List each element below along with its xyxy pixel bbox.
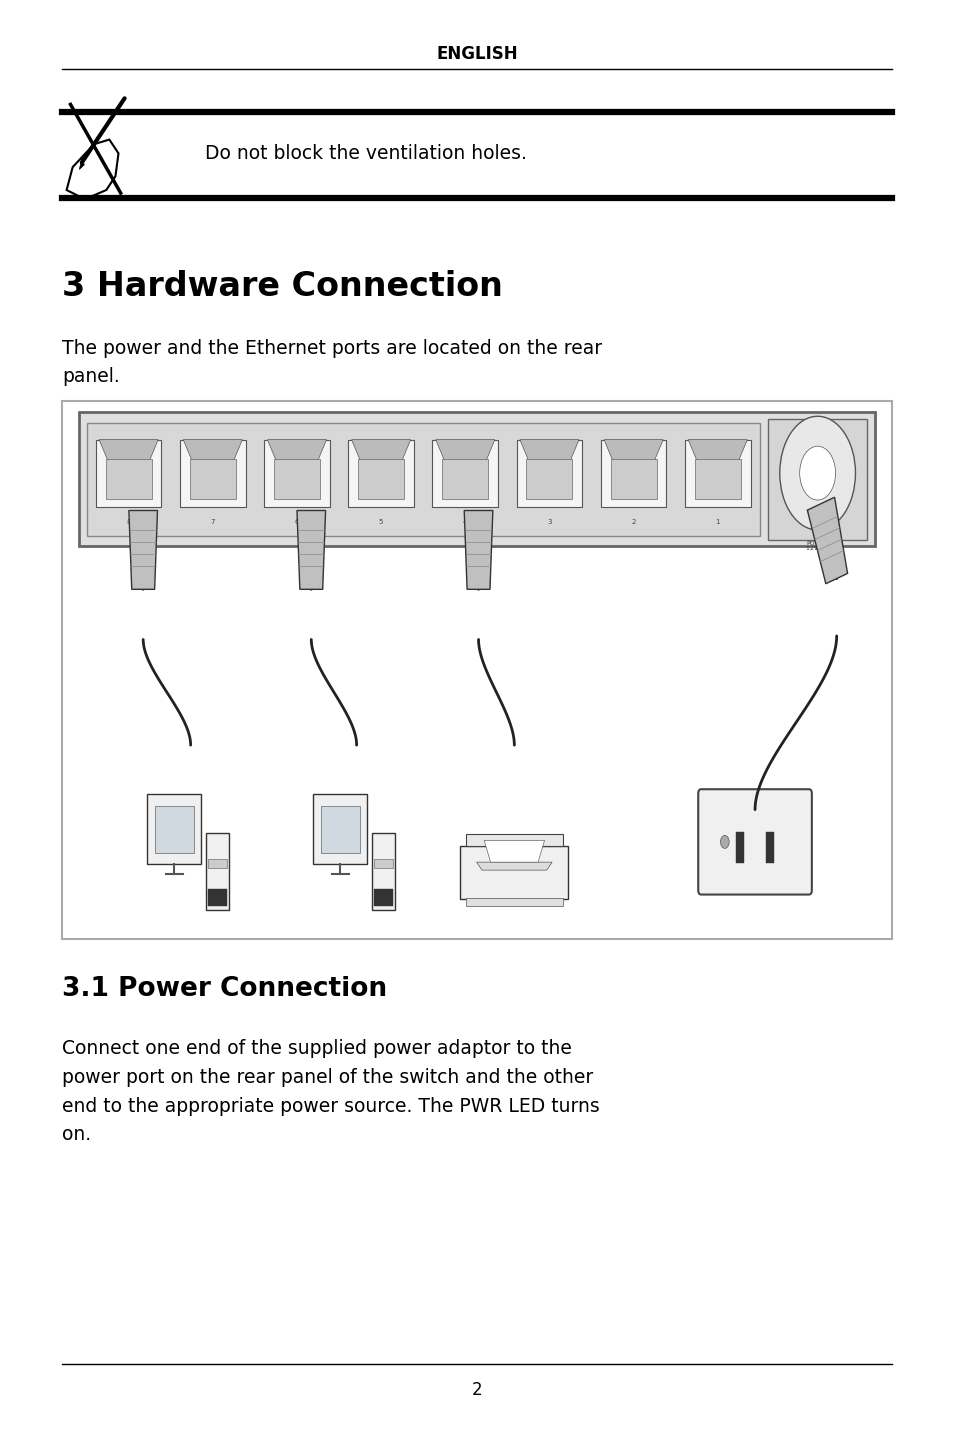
Text: 1: 1 [715, 519, 720, 524]
FancyBboxPatch shape [180, 440, 245, 507]
Polygon shape [183, 440, 242, 463]
FancyBboxPatch shape [206, 834, 229, 910]
Polygon shape [603, 440, 662, 463]
FancyBboxPatch shape [95, 440, 161, 507]
Circle shape [779, 416, 855, 530]
FancyBboxPatch shape [460, 845, 568, 900]
Text: POWER
12V DC: POWER 12V DC [805, 542, 828, 552]
FancyBboxPatch shape [374, 858, 392, 868]
FancyBboxPatch shape [432, 440, 497, 507]
FancyBboxPatch shape [526, 459, 572, 499]
Text: Do not block the ventilation holes.: Do not block the ventilation holes. [205, 143, 526, 163]
Polygon shape [483, 840, 544, 863]
FancyBboxPatch shape [600, 440, 666, 507]
Text: 2: 2 [471, 1381, 482, 1399]
FancyBboxPatch shape [442, 459, 488, 499]
FancyBboxPatch shape [274, 459, 319, 499]
FancyBboxPatch shape [78, 413, 875, 546]
FancyBboxPatch shape [208, 890, 226, 906]
Text: end to the appropriate power source. The PWR LED turns: end to the appropriate power source. The… [62, 1096, 599, 1116]
FancyBboxPatch shape [684, 440, 750, 507]
FancyBboxPatch shape [106, 459, 152, 499]
FancyBboxPatch shape [698, 790, 811, 894]
FancyBboxPatch shape [62, 401, 891, 939]
FancyBboxPatch shape [694, 459, 740, 499]
Polygon shape [464, 510, 493, 589]
Circle shape [799, 446, 835, 500]
Polygon shape [267, 440, 326, 463]
Text: 7: 7 [211, 519, 214, 524]
Polygon shape [687, 440, 746, 463]
FancyBboxPatch shape [610, 459, 656, 499]
Polygon shape [296, 510, 325, 589]
Text: 3 Hardware Connection: 3 Hardware Connection [62, 269, 502, 304]
FancyBboxPatch shape [148, 794, 201, 864]
Text: 6: 6 [294, 519, 299, 524]
FancyBboxPatch shape [372, 834, 395, 910]
Text: 3: 3 [547, 519, 551, 524]
FancyBboxPatch shape [190, 459, 235, 499]
FancyBboxPatch shape [465, 834, 562, 845]
Polygon shape [436, 440, 495, 463]
FancyBboxPatch shape [517, 440, 581, 507]
Polygon shape [519, 440, 578, 463]
Text: Connect one end of the supplied power adaptor to the: Connect one end of the supplied power ad… [62, 1039, 571, 1059]
Text: 4: 4 [462, 519, 467, 524]
Polygon shape [129, 510, 157, 589]
FancyBboxPatch shape [314, 794, 367, 864]
FancyBboxPatch shape [765, 833, 774, 863]
Text: power port on the rear panel of the switch and the other: power port on the rear panel of the swit… [62, 1068, 593, 1088]
FancyBboxPatch shape [735, 833, 743, 863]
FancyBboxPatch shape [264, 440, 330, 507]
Text: 8: 8 [127, 519, 131, 524]
Text: ENGLISH: ENGLISH [436, 46, 517, 63]
Polygon shape [352, 440, 410, 463]
FancyBboxPatch shape [465, 898, 562, 907]
FancyBboxPatch shape [357, 459, 404, 499]
Polygon shape [99, 440, 158, 463]
Text: The power and the Ethernet ports are located on the rear: The power and the Ethernet ports are loc… [62, 338, 601, 358]
FancyBboxPatch shape [767, 418, 866, 540]
FancyBboxPatch shape [374, 890, 392, 906]
FancyBboxPatch shape [208, 858, 226, 868]
Text: on.: on. [62, 1125, 91, 1145]
Polygon shape [476, 863, 552, 870]
Text: panel.: panel. [62, 367, 120, 387]
FancyBboxPatch shape [348, 440, 414, 507]
Text: 3.1 Power Connection: 3.1 Power Connection [62, 976, 387, 1002]
Text: 2: 2 [631, 519, 635, 524]
Circle shape [720, 835, 728, 848]
FancyBboxPatch shape [321, 805, 359, 853]
FancyBboxPatch shape [155, 805, 193, 853]
Text: 5: 5 [378, 519, 383, 524]
Polygon shape [79, 158, 84, 169]
FancyBboxPatch shape [87, 423, 759, 536]
Polygon shape [806, 497, 846, 583]
